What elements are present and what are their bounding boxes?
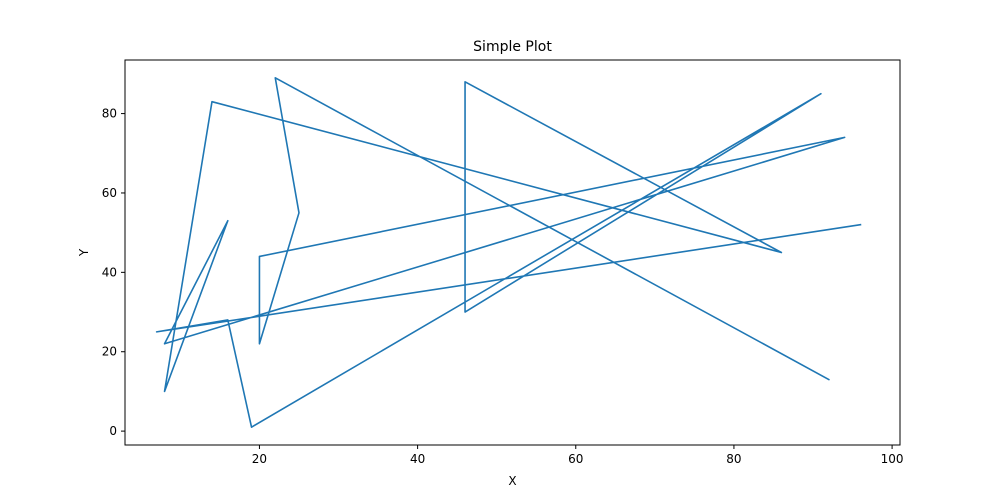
y-axis-title: Y	[77, 248, 91, 257]
y-axis-ticks: 0 20 40 60 80	[102, 107, 125, 438]
x-axis-ticks: 20 40 60 80 100	[252, 445, 904, 466]
x-tick-label: 20	[252, 452, 267, 466]
x-tick-label: 40	[410, 452, 425, 466]
x-axis-title: X	[508, 474, 516, 488]
series-line	[155, 77, 862, 428]
x-tick-label: 60	[568, 452, 583, 466]
y-tick-label: 20	[102, 345, 117, 359]
x-tick-label: 80	[726, 452, 741, 466]
y-tick-label: 80	[102, 107, 117, 121]
y-tick-label: 40	[102, 265, 117, 279]
y-tick-label: 60	[102, 186, 117, 200]
plot-area-frame	[124, 59, 901, 446]
y-tick-label: 0	[109, 424, 117, 438]
chart-title: Simple Plot	[473, 39, 552, 55]
x-tick-label: 100	[881, 452, 904, 466]
